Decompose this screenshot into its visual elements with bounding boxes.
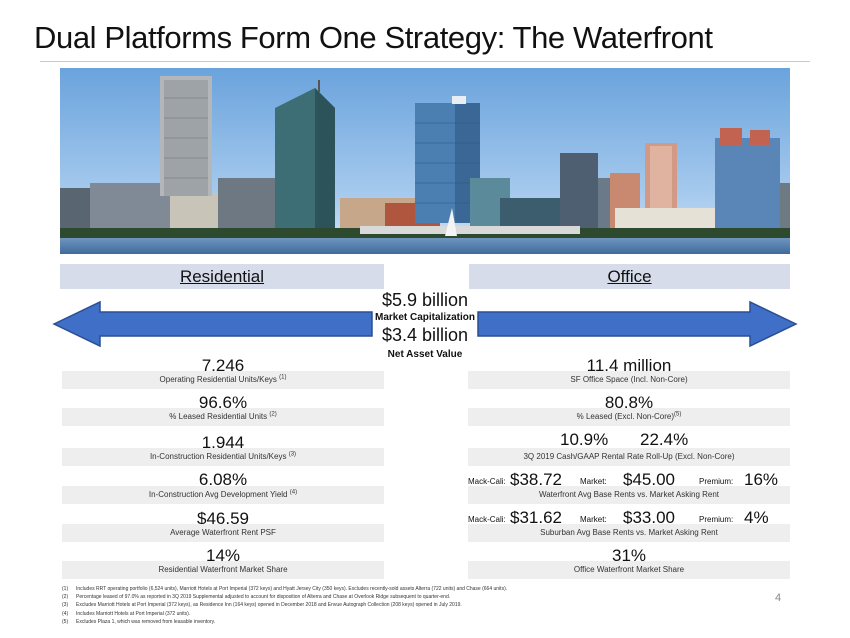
sub-mc-label: Mack-Cali: [468, 515, 506, 524]
office-header: Office [469, 264, 790, 289]
waterfront-skyline-image [60, 68, 790, 254]
res-rent-label: Average Waterfront Rent PSF [62, 524, 384, 542]
left-arrow [52, 300, 373, 348]
suburban-rents-row: Mack-Cali: $31.62 Market: $33.00 Premium… [468, 506, 790, 528]
res-rent-value: $46.59 [197, 509, 249, 528]
res-construction-value: 1,944 [201, 433, 245, 452]
wf-mkt-value: $45.00 [623, 470, 675, 489]
waterfront-rents-row: Mack-Cali: $38.72 Market: $45.00 Premium… [468, 468, 790, 490]
wf-prem-value: 16% [744, 470, 779, 489]
sub-mkt-label: Market: [580, 515, 607, 524]
wf-mc-value: $38.72 [510, 470, 562, 489]
office-share-value: 31% [611, 546, 647, 565]
footnote: (1) Includes RRT operating portfolio (6,5… [62, 586, 508, 592]
nav-value: $3.4 billion [381, 325, 469, 345]
rollup-gaap-value: 22.4% [640, 430, 689, 449]
office-space-label: SF Office Space (Incl. Non-Core) [468, 371, 790, 389]
res-leased-label: % Leased Residential Units (2) [62, 408, 384, 426]
office-leased-value: 80.8% [604, 393, 654, 412]
res-share-label: Residential Waterfront Market Share [62, 561, 384, 579]
market-cap-label: Market Capitalization [374, 312, 476, 323]
rollup-cash-value: 10.9% [560, 430, 609, 449]
res-share-value: 14% [205, 546, 241, 565]
sub-mc-value: $31.62 [510, 508, 562, 527]
res-construction-label: In-Construction Residential Units/Keys (… [62, 448, 384, 466]
res-yield-label: In-Construction Avg Development Yield (4… [62, 486, 384, 504]
res-yield-value: 6.08% [198, 470, 248, 489]
office-share-label: Office Waterfront Market Share [468, 561, 790, 579]
res-units-label: Operating Residential Units/Keys (1) [62, 371, 384, 389]
page-number: 4 [775, 592, 782, 604]
res-units-value: 7,246 [201, 356, 245, 375]
wf-mkt-label: Market: [580, 477, 607, 486]
sub-mkt-value: $33.00 [623, 508, 675, 527]
footnotes: (1) Includes RRT operating portfolio (6,5… [62, 585, 762, 626]
footnote: (2) Percentage leased of 97.0% as reporte… [62, 594, 451, 601]
office-rollup-values: 10.9% 22.4% [468, 428, 790, 450]
office-space-value: 11.4 million [586, 356, 672, 375]
sub-prem-value: 4% [744, 508, 769, 527]
residential-header: Residential [60, 264, 384, 289]
waterfront-rents-label: Waterfront Avg Base Rents vs. Market Ask… [468, 486, 790, 504]
wf-mc-label: Mack-Cali: [468, 477, 506, 486]
sub-prem-label: Premium: [699, 515, 734, 524]
wf-prem-label: Premium: [699, 477, 734, 486]
nav-label: Net Asset Value [387, 349, 463, 360]
footnote: (4) Includes Marriott Hotels at Port Impe… [62, 610, 191, 617]
title-divider [40, 61, 810, 62]
right-arrow [477, 300, 798, 348]
office-leased-label: % Leased (Excl. Non-Core)(5) [468, 408, 790, 426]
office-rollup-label: 3Q 2019 Cash/GAAP Rental Rate Roll-Up (E… [468, 448, 790, 466]
double-arrow-graphic [52, 300, 798, 348]
page-title: Dual Platforms Form One Strategy: The Wa… [34, 20, 713, 55]
footnote: (5) Excludes Plaza 1, which was removed f… [62, 618, 216, 625]
market-cap-value: $5.9 billion [381, 290, 469, 310]
suburban-rents-label: Suburban Avg Base Rents vs. Market Askin… [468, 524, 790, 542]
footnote: (3) Excludes Marriott Hotels at Port Impe… [62, 602, 462, 609]
res-leased-value: 96.6% [198, 393, 248, 412]
